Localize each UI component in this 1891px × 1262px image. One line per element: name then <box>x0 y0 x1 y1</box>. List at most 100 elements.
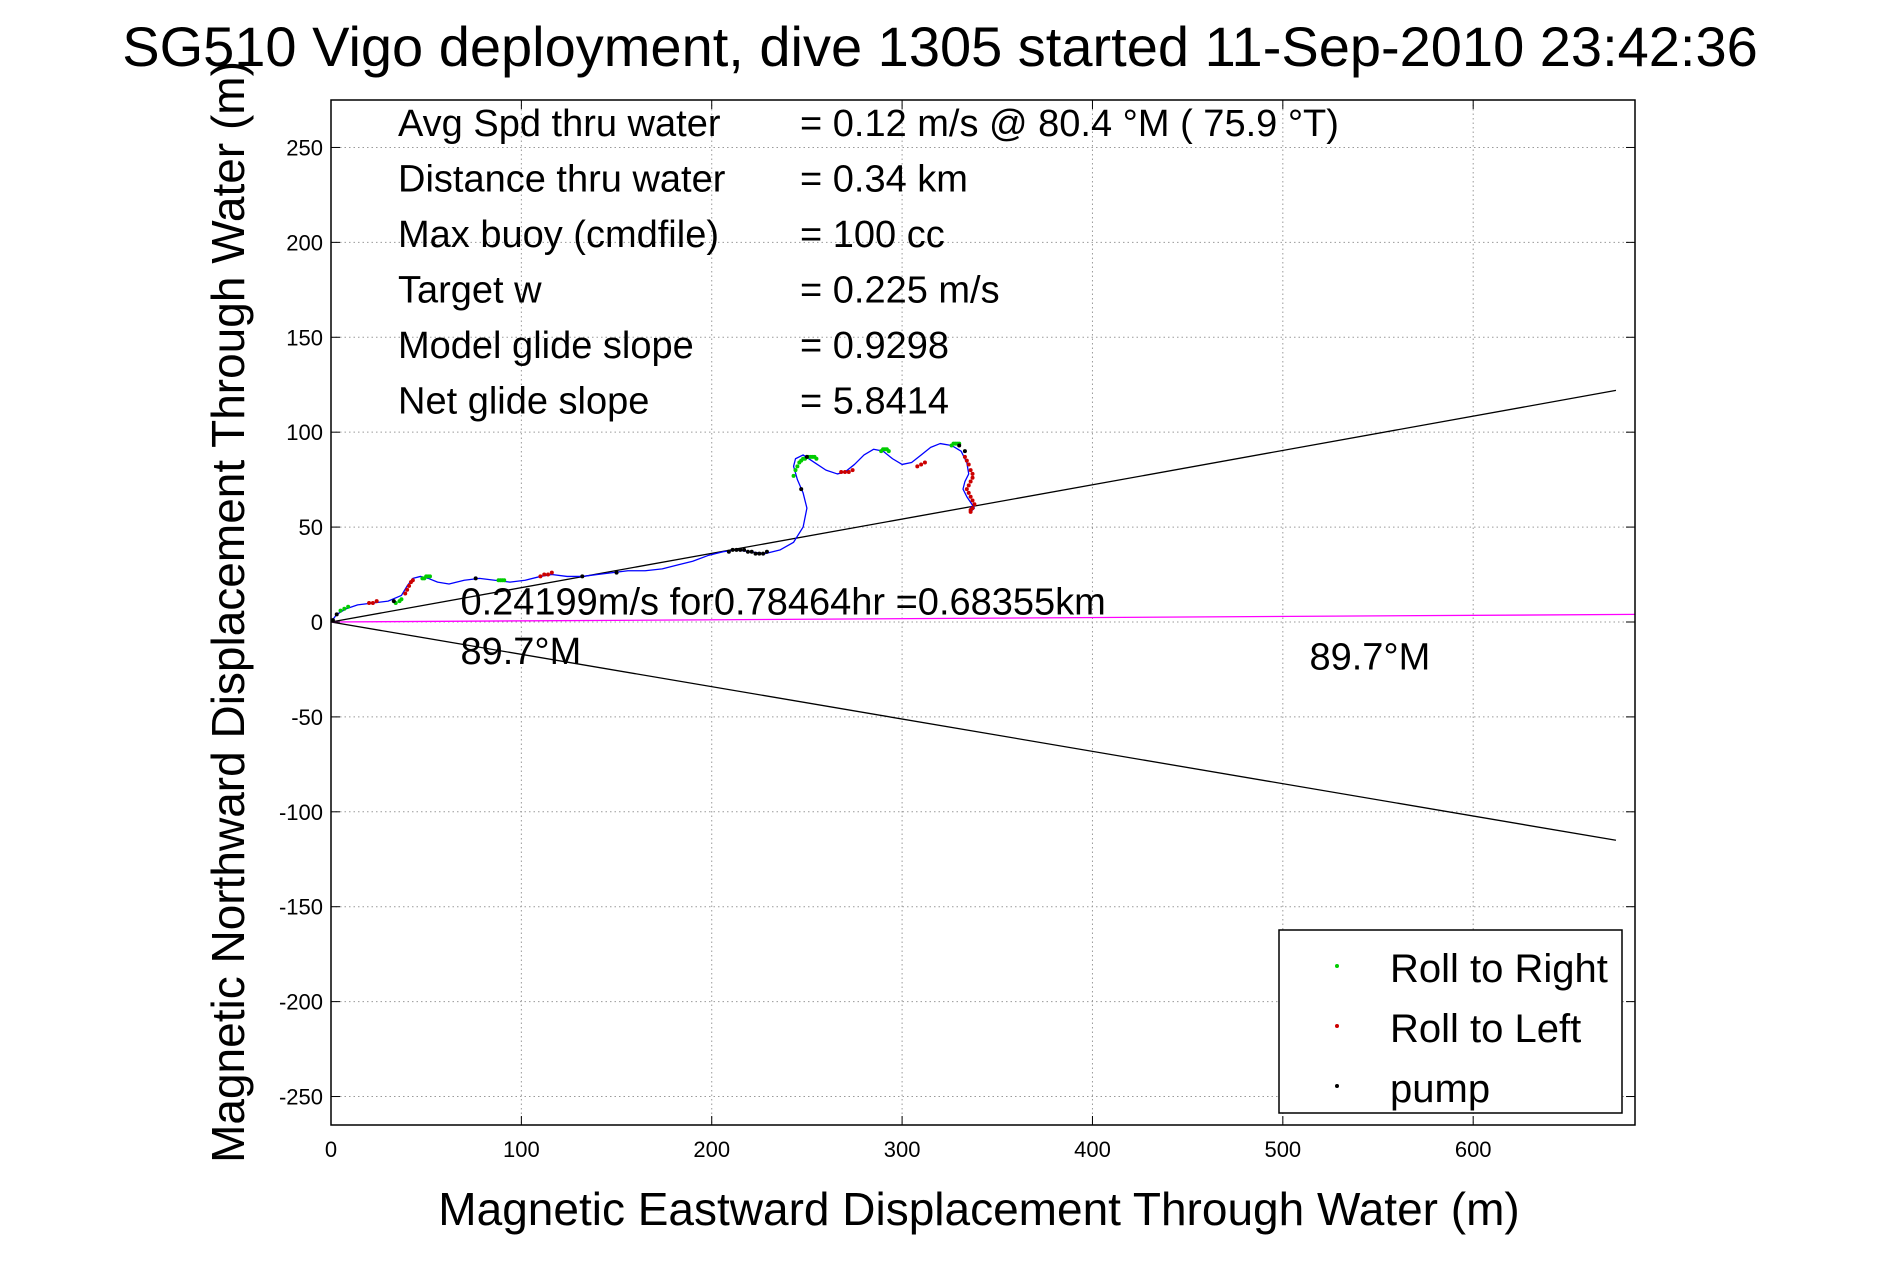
legend-label: Roll to Left <box>1390 1007 1581 1051</box>
roll-to-left-point <box>846 470 851 475</box>
roll-to-left-point <box>538 574 543 579</box>
roll-to-left-point <box>915 464 920 469</box>
y-tick-label: -50 <box>291 705 323 730</box>
pump-point <box>730 547 735 552</box>
roll-to-left-point <box>964 458 969 463</box>
roll-to-left-point <box>970 498 975 503</box>
y-tick-label: -250 <box>279 1085 323 1110</box>
info-value: = 0.12 m/s @ 80.4 °M ( 75.9 °T) <box>800 103 1339 145</box>
roll-to-left-point <box>972 502 977 507</box>
x-tick-label: 0 <box>325 1137 337 1162</box>
dive-track <box>330 442 976 623</box>
info-value: = 0.9298 <box>800 325 949 367</box>
pump-point <box>738 547 743 552</box>
dive-track-line <box>330 442 976 623</box>
plot-annotation: 89.7°M <box>1309 636 1430 678</box>
roll-to-right-point <box>346 604 351 609</box>
y-tick-label: 150 <box>286 325 323 350</box>
grid-lines <box>330 100 1635 1125</box>
pump-point <box>764 549 769 554</box>
info-block: Avg Spd thru water = 0.12 m/s @ 80.4 °M (… <box>398 103 1339 423</box>
x-tick-label: 300 <box>884 1137 921 1162</box>
y-axis-label: Magnetic Northward Displacement Through … <box>202 61 254 1163</box>
pump-point <box>957 443 962 448</box>
roll-to-left-point <box>839 470 844 475</box>
pump-point <box>473 576 478 581</box>
roll-to-left-point <box>549 570 554 575</box>
pump-point <box>614 570 619 575</box>
roll-to-left-point <box>919 462 924 467</box>
roll-to-right-point <box>342 606 347 611</box>
x-tick-label: 500 <box>1264 1137 1301 1162</box>
y-tick-label: -150 <box>279 895 323 920</box>
roll-to-left-point <box>968 479 973 484</box>
roll-to-left-point <box>968 468 973 473</box>
roll-to-left-point <box>922 460 927 465</box>
legend-label: Roll to Right <box>1390 947 1608 991</box>
roll-to-left-point <box>405 587 410 592</box>
info-value: = 0.34 km <box>800 159 968 201</box>
info-label: Target w <box>398 270 542 312</box>
y-tick-label: 0 <box>311 610 323 635</box>
x-tick-label: 600 <box>1455 1137 1492 1162</box>
pump-point <box>726 549 731 554</box>
roll-to-left-point <box>403 591 408 596</box>
pump-point <box>330 618 335 623</box>
roll-to-left-point <box>968 494 973 499</box>
y-tick-label: -200 <box>279 990 323 1015</box>
y-tick-label: 250 <box>286 135 323 160</box>
x-tick-label: 400 <box>1074 1137 1111 1162</box>
info-label: Avg Spd thru water <box>398 103 721 145</box>
roll-to-left-point <box>370 601 375 606</box>
legend-label: pump <box>1390 1067 1490 1111</box>
roll-to-right-point <box>399 597 404 602</box>
pump-point <box>804 454 809 459</box>
roll-to-left-point <box>367 601 372 606</box>
roll-to-left-point <box>964 487 969 492</box>
roll-to-right-point <box>791 473 796 478</box>
pump-point <box>391 599 396 604</box>
info-label: Distance thru water <box>398 159 726 201</box>
roll-to-left-point <box>966 490 971 495</box>
info-label: Max buoy (cmdfile) <box>398 214 719 256</box>
pump-point <box>749 549 754 554</box>
y-tick-label: -100 <box>279 800 323 825</box>
pump-point <box>761 551 766 556</box>
annotations: 0.24199m/s for0.78464hr =0.68355km 89.7°M… <box>460 581 1430 678</box>
roll-to-left-point <box>966 483 971 488</box>
roll-to-left-point <box>546 572 551 577</box>
legend-marker <box>1335 964 1339 968</box>
legend-box <box>1278 929 1623 1114</box>
roll-to-left-point <box>962 454 967 459</box>
axis-ticks: 0 100 200 300 400 500 600250200150100500-50-10… <box>279 100 1635 1162</box>
roll-to-left-point <box>842 470 847 475</box>
legend-marker <box>1335 1084 1339 1088</box>
roll-to-right-point <box>338 608 343 613</box>
info-label: Model glide slope <box>398 325 694 367</box>
pump-point <box>580 574 585 579</box>
lower-bound-line <box>330 621 1617 841</box>
roll-to-right-point <box>814 456 819 461</box>
legend: Roll to Right Roll to Left pump <box>1278 929 1623 1114</box>
roll-to-left-point <box>542 572 547 577</box>
y-tick-label: 100 <box>286 420 323 445</box>
roll-to-right-point <box>502 578 507 583</box>
y-tick-label: 50 <box>299 515 323 540</box>
roll-to-left-point <box>968 509 973 514</box>
info-value: = 100 cc <box>800 214 945 256</box>
data-markers <box>330 441 977 623</box>
roll-to-left-point <box>966 462 971 467</box>
chart-title: SG510 Vigo deployment, dive 1305 started… <box>122 15 1758 78</box>
pump-point <box>742 547 747 552</box>
y-tick-label: 200 <box>286 230 323 255</box>
x-tick-label: 100 <box>503 1137 540 1162</box>
info-value: = 0.225 m/s <box>800 270 1000 312</box>
plot-annotation: 0.24199m/s for0.78464hr =0.68355km <box>460 581 1105 623</box>
roll-to-left-point <box>374 599 379 604</box>
pump-point <box>962 449 967 454</box>
plot-frame <box>330 99 1636 1126</box>
x-axis-label: Magnetic Eastward Displacement Through W… <box>438 1183 1519 1235</box>
pump-point <box>753 551 758 556</box>
pump-point <box>799 487 804 492</box>
